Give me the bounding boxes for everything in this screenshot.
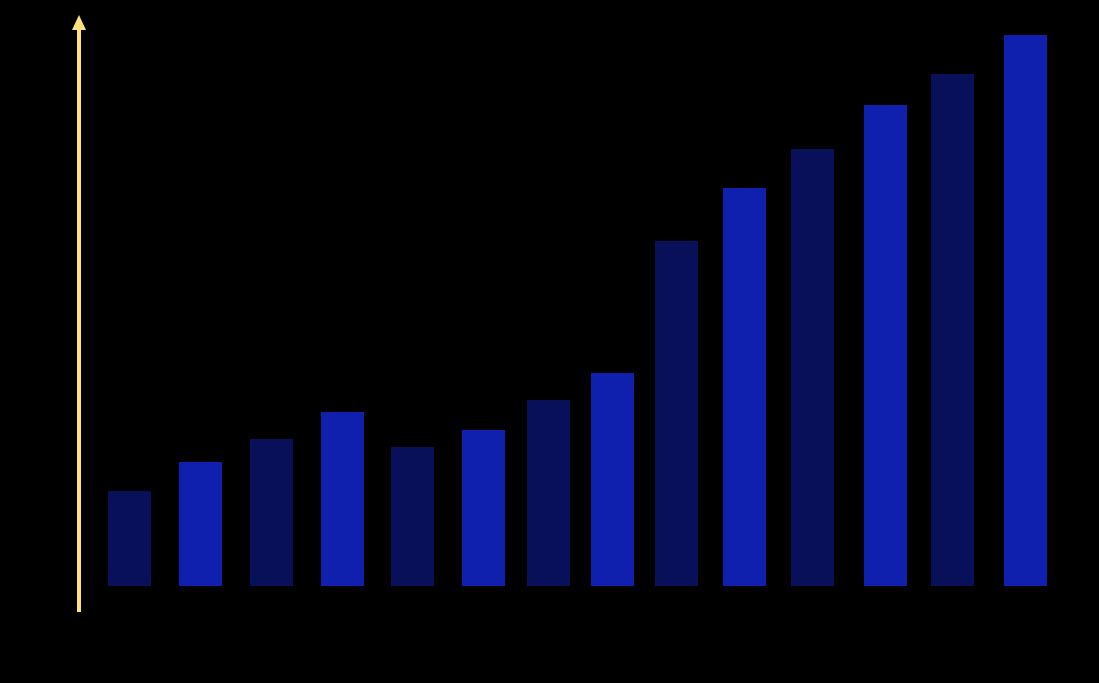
bar-3: [250, 439, 293, 586]
bars-group: [108, 35, 1047, 586]
bar-2: [179, 462, 222, 586]
bar-5: [391, 447, 434, 586]
bar-9: [655, 241, 698, 586]
bar-8: [591, 373, 634, 586]
bar-4: [321, 412, 364, 586]
bar-12: [864, 105, 907, 586]
bar-6: [462, 430, 505, 586]
bar-1: [108, 491, 151, 586]
y-axis-arrow-icon: [72, 15, 86, 30]
bar-7: [527, 400, 570, 586]
bar-13: [931, 74, 974, 586]
bar-14: [1004, 35, 1047, 586]
bar-11: [791, 149, 834, 586]
bar-10: [723, 188, 766, 586]
